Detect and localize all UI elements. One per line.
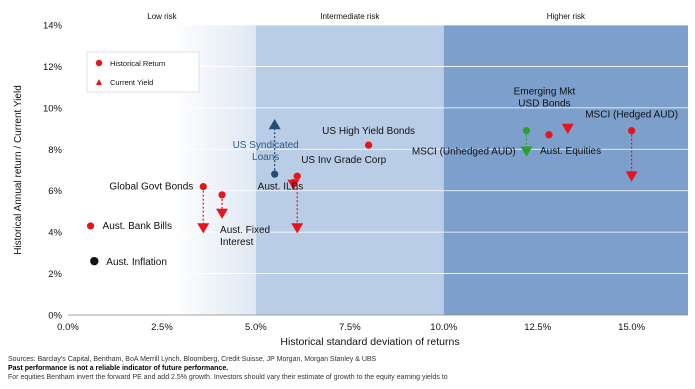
data-label-aust-fixed-interest: Aust. Fixed — [220, 225, 270, 236]
y-axis-label: Historical Annual return / Current Yield — [13, 85, 24, 255]
data-label-aust-bank-bills: Aust. Bank Bills — [103, 221, 172, 232]
y-tick-label: 6% — [48, 186, 62, 197]
historical-point-aust-bank-bills — [86, 222, 95, 230]
data-label-global-govt-bonds: Global Govt Bonds — [109, 182, 193, 193]
historical-point-global-govt-bonds — [199, 182, 207, 191]
x-tick-label: 5.0% — [245, 322, 267, 333]
zone-label: Higher risk — [547, 12, 586, 21]
y-tick-label: 8% — [48, 145, 62, 156]
zone-label: Low risk — [147, 12, 177, 21]
yield-marker-msci-hedged-aud — [625, 171, 638, 182]
data-label-us-syndicated-loans: Loans — [252, 152, 279, 163]
data-label-msci-unhedged-aud: MSCI (Unhedged AUD) — [412, 147, 516, 158]
y-tick-label: 0% — [48, 311, 62, 322]
data-label-us-inv-grade-corp: US Inv Grade Corp — [301, 155, 386, 166]
yield-marker-msci-unhedged-aud — [561, 123, 574, 134]
historical-point-msci-hedged-aud — [628, 127, 636, 135]
yield-marker-global-govt-bonds — [197, 223, 210, 234]
yield-marker-us-syndicated-loans — [268, 119, 281, 130]
data-label-aust-equities: Aust. Equities — [540, 146, 601, 157]
data-label-emerging-mkt-usd-bonds: Emerging Mkt — [514, 87, 576, 98]
x-axis-label: Historical standard deviation of returns — [280, 336, 459, 348]
historical-point-us-inv-grade-corp — [293, 172, 301, 180]
yield-marker-us-inv-grade-corp — [291, 223, 304, 234]
historical-point-aust-ilbs — [289, 178, 298, 187]
legend-marker-historical — [95, 59, 103, 67]
data-label-us-high-yield-bonds: US High Yield Bonds — [322, 126, 415, 137]
y-tick-label: 10% — [43, 103, 63, 114]
y-tick-label: 2% — [48, 269, 62, 280]
y-tick-label: 14% — [43, 21, 63, 32]
x-tick-label: 2.5% — [151, 322, 173, 333]
x-tick-label: 12.5% — [524, 322, 551, 333]
footer-disclaimer: Past performance is not a reliable indic… — [8, 365, 229, 372]
historical-point-us-syndicated-loans — [271, 170, 279, 178]
historical-point-emerging-mkt-usd-bonds — [522, 127, 531, 135]
y-tick-label: 4% — [48, 228, 62, 239]
x-tick-label: 10.0% — [430, 322, 457, 333]
risk-zone-3 — [443, 25, 688, 315]
x-tick-label: 7.5% — [339, 322, 361, 333]
risk-zone-2 — [255, 25, 444, 315]
legend-marker-yield — [96, 79, 102, 85]
x-tick-label: 0.0% — [57, 322, 79, 333]
legend-box — [86, 51, 200, 93]
legend-label: Historical Return — [110, 59, 165, 68]
historical-point-aust-fixed-interest — [218, 191, 226, 199]
historical-point-aust-equities — [545, 131, 553, 139]
data-label-aust-fixed-interest: Interest — [220, 237, 254, 248]
data-label-aust-inflation: Aust. Inflation — [106, 257, 167, 268]
footer-note: For equities Bentham invert the forward … — [8, 374, 448, 381]
historical-point-us-high-yield-bonds — [365, 141, 373, 149]
y-tick-label: 12% — [43, 62, 63, 73]
data-label-emerging-mkt-usd-bonds: USD Bonds — [518, 99, 570, 110]
zone-label: Intermediate risk — [320, 12, 380, 21]
legend-label: Current Yield — [110, 78, 153, 87]
data-label-us-syndicated-loans: US Syndicated — [233, 140, 299, 151]
x-tick-label: 15.0% — [618, 322, 645, 333]
footer-sources: Sources: Barclay's Capital, Bentham, BoA… — [8, 356, 377, 363]
historical-point-aust-inflation — [90, 256, 99, 266]
yield-marker-aust-fixed-interest — [216, 208, 229, 219]
data-label-msci-hedged-aud: MSCI (Hedged AUD) — [585, 110, 678, 121]
data-label-aust-ilbs: Aust. ILBs — [258, 181, 304, 192]
yield-marker-emerging-mkt-usd-bonds — [520, 146, 533, 157]
